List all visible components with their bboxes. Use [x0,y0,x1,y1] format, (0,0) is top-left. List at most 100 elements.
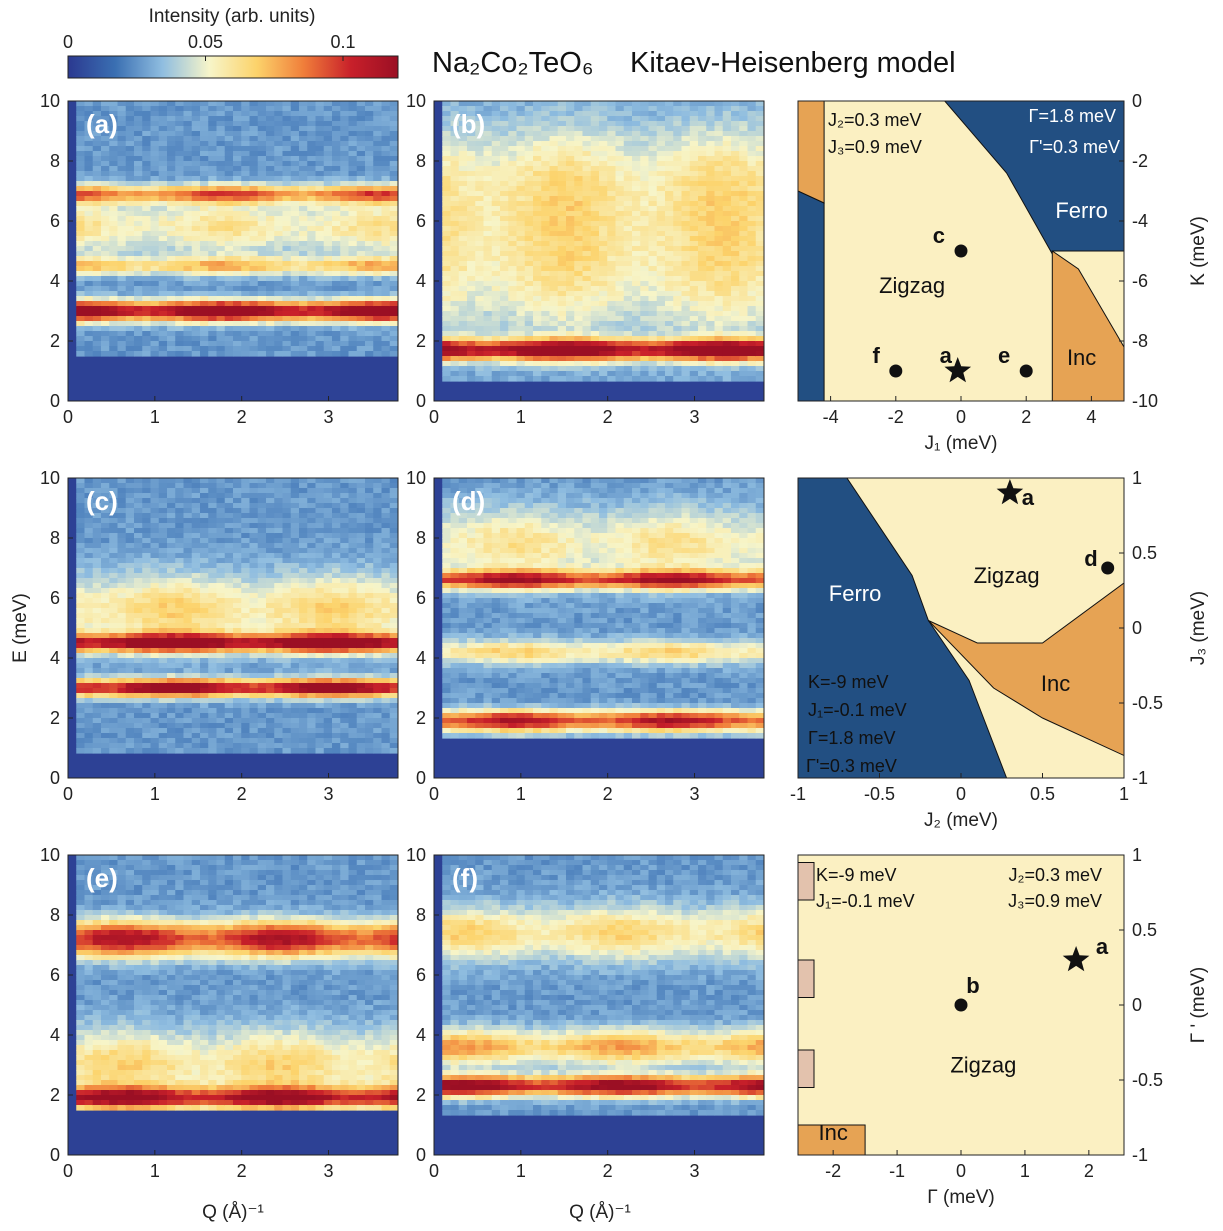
colorbar-tick-label: 0.05 [188,32,223,52]
point-label: f [872,343,880,368]
y-tick-label: 6 [50,211,60,231]
y-tick-label: 4 [416,1025,426,1045]
x-tick-label: 3 [324,784,334,804]
panel-label: (e) [86,863,118,893]
y-tick-label: -8 [1132,331,1148,351]
dot-marker [955,999,968,1012]
point-label: d [1084,546,1097,571]
panel-label: (b) [452,109,485,139]
colorbar-tick-label: 0 [63,32,73,52]
point-label: a [1096,934,1109,959]
y-tick-label: 1 [1132,468,1142,488]
x-tick-label: 0 [429,1161,439,1181]
x-tick-label: 0 [63,784,73,804]
point-label: a [1022,485,1035,510]
y-tick-label: -10 [1132,391,1158,411]
y-axis-label: E (meV) [10,593,31,663]
y-tick-label: 8 [416,528,426,548]
dot-marker [1020,365,1033,378]
panel-label: (f) [452,863,478,893]
x-tick-label: 2 [1021,407,1031,427]
y-tick-label: 6 [416,588,426,608]
y-tick-label: 0 [1132,91,1142,111]
x-tick-label: 2 [237,407,247,427]
region-label-inc: Inc [1041,671,1070,696]
x-axis-label: J₁ (meV) [925,433,998,454]
region-label-inc: Inc [1067,345,1096,370]
param-note: J₃=0.9 meV [1008,891,1102,911]
y-axis-label: J₃ (meV) [1188,591,1209,665]
param-note: K=-9 meV [816,865,897,885]
param-note: J₂=0.3 meV [1008,865,1102,885]
inc-region [798,101,824,203]
x-tick-label: 0 [956,784,966,804]
colorbar-gradient [68,56,398,78]
y-tick-label: 0 [416,391,426,411]
x-axis-label: Γ (meV) [927,1187,994,1208]
y-tick-label: 0 [416,768,426,788]
panel-label: (a) [86,109,118,139]
x-tick-label: 0 [956,407,966,427]
y-tick-label: 0 [1132,618,1142,638]
y-tick-label: 2 [416,1085,426,1105]
x-tick-label: 0 [63,1161,73,1181]
x-axis-label: J₂ (meV) [924,810,998,831]
point-label: a [940,343,953,368]
x-axis-label: Q (Å)⁻¹ [569,1202,631,1223]
y-tick-label: 6 [50,588,60,608]
x-tick-label: 1 [1119,784,1129,804]
y-tick-label: 8 [50,528,60,548]
x-tick-label: 0 [429,407,439,427]
y-tick-label: -1 [1132,768,1148,788]
y-tick-label: 0.5 [1132,543,1157,563]
y-tick-label: 10 [40,845,60,865]
x-tick-label: 3 [690,784,700,804]
y-tick-label: 0 [50,391,60,411]
y-tick-label: 8 [416,151,426,171]
y-tick-label: 10 [40,91,60,111]
y-tick-label: 8 [50,151,60,171]
y-tick-label: -1 [1132,1145,1148,1165]
y-tick-label: 0.5 [1132,920,1157,940]
title-model: Kitaev-Heisenberg model [630,47,956,79]
y-tick-label: 4 [416,271,426,291]
x-tick-label: 1 [516,407,526,427]
inc-stripe [798,960,814,998]
x-tick-label: 1 [516,1161,526,1181]
param-note: J₁=-0.1 meV [808,700,907,720]
dot-marker [889,365,902,378]
y-tick-label: 2 [50,331,60,351]
inc-stripe [798,1050,814,1088]
x-tick-label: 3 [324,407,334,427]
ferro-region [798,191,824,401]
point-label: c [933,223,945,248]
y-tick-label: -6 [1132,271,1148,291]
x-axis-label: Q (Å)⁻¹ [202,1202,264,1223]
colorbar-label: Intensity (arb. units) [149,6,316,27]
y-tick-label: 10 [40,468,60,488]
region-label-zigzag: Zigzag [950,1053,1016,1078]
point-label: b [966,973,979,998]
y-axis-label: Γ ' (meV) [1188,967,1209,1043]
param-note: J₃=0.9 meV [828,137,922,157]
y-tick-label: 2 [50,1085,60,1105]
y-axis-label: K (meV) [1188,216,1209,286]
x-tick-label: -1 [790,784,806,804]
y-tick-label: 2 [416,331,426,351]
y-tick-label: 2 [50,708,60,728]
region-label-zigzag: Zigzag [974,563,1040,588]
y-tick-label: 0 [50,1145,60,1165]
param-note: Γ'=0.3 meV [806,756,897,776]
y-tick-label: -0.5 [1132,1070,1163,1090]
y-tick-label: 4 [416,648,426,668]
y-tick-label: -4 [1132,211,1148,231]
x-tick-label: 2 [603,407,613,427]
y-tick-label: 8 [50,905,60,925]
y-tick-label: 4 [50,648,60,668]
